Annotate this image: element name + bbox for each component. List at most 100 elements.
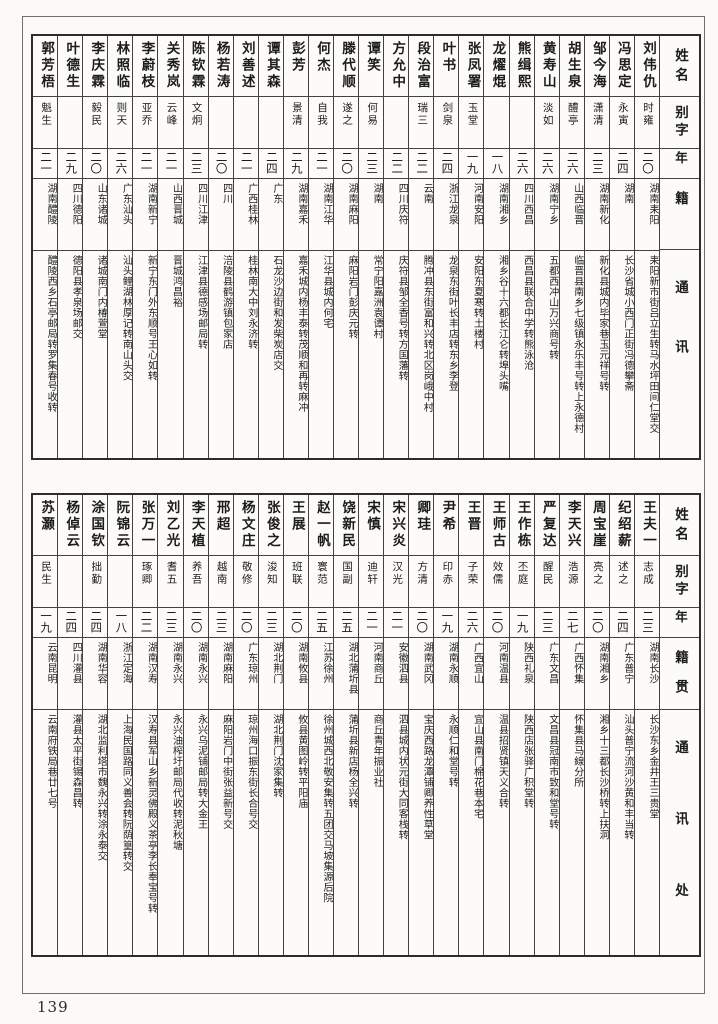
entry-column: 杨倬云 二四 四川灌县 灌县太平街锡森昌转 [57,495,83,955]
courtesy-name-cell: 效儒 [484,556,509,608]
age-cell: 二〇 [208,149,233,179]
native-place-cell: 云南昆明 [33,638,58,710]
age-cell: 二四 [609,608,634,638]
entry-column: 张凤署 玉堂 一九 河南安阳 安阳东夏寒转土楼村 [458,36,484,458]
age-cell: 二一 [33,149,58,179]
name-cell: 张俊之 [258,495,283,556]
name-cell: 何杰 [308,36,333,97]
address-cell: 陕西店张驿广积堂转 [521,714,533,809]
age-cell: 一九 [434,608,459,638]
name-cell: 李天兴 [559,495,584,556]
native-place-cell: 湖南 [359,179,384,251]
native-place-cell: 湖南湘乡 [484,179,509,251]
age-cell: 一九 [33,608,58,638]
native-place-cell: 广西桂林 [233,179,258,251]
entry-column: 李蔚枝 亚乔 二一 湖南新宁 新宁东门外东顺号王心如转 [132,36,158,458]
native-place-cell: 湖南新化 [584,179,609,251]
native-place-cell: 湖南永顺 [434,638,459,710]
age-cell: 二二 [133,608,158,638]
courtesy-name-cell: 国副 [333,556,359,608]
address-cell: 龙泉东街叶长丰店转东乡李登 [446,255,458,392]
address-cell: 湖北荆门沈家集转 [270,714,282,798]
courtesy-name-cell [509,97,534,149]
entry-column: 严复达 醒民 二三 广东文昌 文昌县冠南市致和堂号转 [533,495,559,955]
native-place-cell: 山东诸城 [83,179,108,251]
name-cell: 王晋 [459,495,484,556]
age-cell: 二六 [509,149,534,179]
native-place-cell: 湖南麻阳 [333,179,359,251]
name-cell: 黄寿山 [534,36,559,97]
age-cell: 二二 [384,149,409,179]
courtesy-name-cell: 越南 [208,556,233,608]
entry-column: 方允中 二二 四川庆符 庆符县邹全香号转方国藩转 [383,36,409,458]
courtesy-name-cell: 亚乔 [133,97,158,149]
entry-column: 王展 班联 二〇 湖南攸县 攸县黄图岭转平阳庙 [282,495,308,955]
name-cell: 尹希 [434,495,459,556]
courtesy-name-cell: 毅民 [83,97,108,149]
native-place-cell: 湖南麻阳 [208,638,233,710]
age-cell: 二三 [359,149,384,179]
native-place-cell: 河南安阳 [459,179,484,251]
row-header-address: 通讯处 [672,280,688,400]
row-header-name: 姓名 [660,36,699,97]
age-cell: 二三 [584,149,609,179]
entry-column: 王师古 效儒 二〇 河南温县 温县招贤镇天义合转 [483,495,509,955]
address-cell: 商丘青年振业社 [371,714,383,788]
address-cell: 安阳东夏寒转土楼村 [471,255,483,350]
age-cell: 二三 [634,608,659,638]
courtesy-name-cell [233,97,258,149]
age-cell: 二一 [158,149,183,179]
entry-column: 胡生泉 醴亭 二六 山西临晋 临晋县南乡七级镇永乐丰号转上永德村 [558,36,584,458]
address-cell: 怀集县马線分所 [571,714,583,788]
entry-column: 宋兴炎 汉光 二一 安徽泗县 泗县城内状元街大同客栈转 [383,495,409,955]
age-cell: 二二 [409,149,434,179]
name-cell: 胡生泉 [559,36,584,97]
address-cell: 汕头鲤湖林厚记转南山头交 [120,255,132,381]
name-cell: 李庆霖 [83,36,108,97]
name-cell: 叶德生 [58,36,83,97]
courtesy-name-cell [108,556,133,608]
native-place-cell: 湖南醴陵 [33,179,58,251]
address-cell: 涪陵县鹤游镇包家店 [220,255,232,350]
native-place-cell: 浙江定海 [108,638,133,710]
row-header-age: 年龄 [660,608,699,638]
address-cell: 江津县德感场邮局转 [195,255,207,350]
row-header-column: 姓名 别字 年龄 籍贯 通讯处 [659,36,699,458]
address-cell: 德阳县孝泉场邮交 [70,255,82,339]
entry-column: 谭其森 二四 广东 石龙沙边街和发柴炭店交 [257,36,283,458]
native-place-cell: 四川 [208,179,233,251]
name-cell: 林照临 [108,36,133,97]
age-cell: 二四 [258,149,283,179]
age-cell: 一九 [459,149,484,179]
row-header-age: 年龄 [660,149,699,179]
courtesy-name-cell: 何易 [359,97,384,149]
age-cell: 二四 [434,149,459,179]
address-cell: 攸县黄图岭转平阳庙 [295,714,307,809]
entry-column: 邢超 越南 二三 湖南麻阳 麻阳岩门中街张益新号交 [207,495,233,955]
entry-column: 彭芳 景清 二九 湖南嘉禾 嘉禾城内杨丰泰转茂顺和再转麻冲 [282,36,308,458]
name-cell: 彭芳 [283,36,308,97]
courtesy-name-cell: 方清 [409,556,434,608]
entry-column: 张俊之 浚知 二三 湖北荆门 湖北荆门沈家集转 [257,495,283,955]
courtesy-name-cell: 志成 [634,556,659,608]
courtesy-name-cell: 子荣 [459,556,484,608]
entry-column: 黄寿山 淡如 二六 湖南宁乡 五都西冲山万兴商号转 [533,36,559,458]
courtesy-name-cell: 印赤 [434,556,459,608]
entry-column: 何杰 自我 二一 湖南江华 江华县城内何宅 [307,36,333,458]
entry-column: 杨文庄 敬修 二〇 广东琼州 琼州海口振东街长合号交 [232,495,258,955]
name-cell: 阮锦云 [108,495,133,556]
native-place-cell: 云南 [409,179,434,251]
entry-column: 宋慎 迪轩 二一 河南商丘 商丘青年振业社 [358,495,384,955]
entry-column: 叶书 剑泉 二四 浙江龙泉 龙泉东街叶长丰店转东乡李登 [433,36,459,458]
name-cell: 宋兴炎 [384,495,409,556]
entry-column: 涂国钦 拙勤 二四 湖南华容 湖北监利塔市魏永兴转涂永泰交 [82,495,108,955]
courtesy-name-cell: 醴亭 [559,97,584,149]
entry-column: 周宝崖 亮之 二〇 湖南湘乡 湘乡十三都长沙桥转上扶洞 [583,495,609,955]
native-place-cell: 湖南嘉禾 [283,179,308,251]
age-cell: 二一 [133,149,158,179]
courtesy-name-cell: 时雍 [634,97,659,149]
address-cell: 永顺仁和堂号转 [446,714,458,788]
native-place-cell: 湖南攸县 [283,638,308,710]
courtesy-name-cell: 敬修 [233,556,258,608]
name-cell: 苏灏 [33,495,58,556]
